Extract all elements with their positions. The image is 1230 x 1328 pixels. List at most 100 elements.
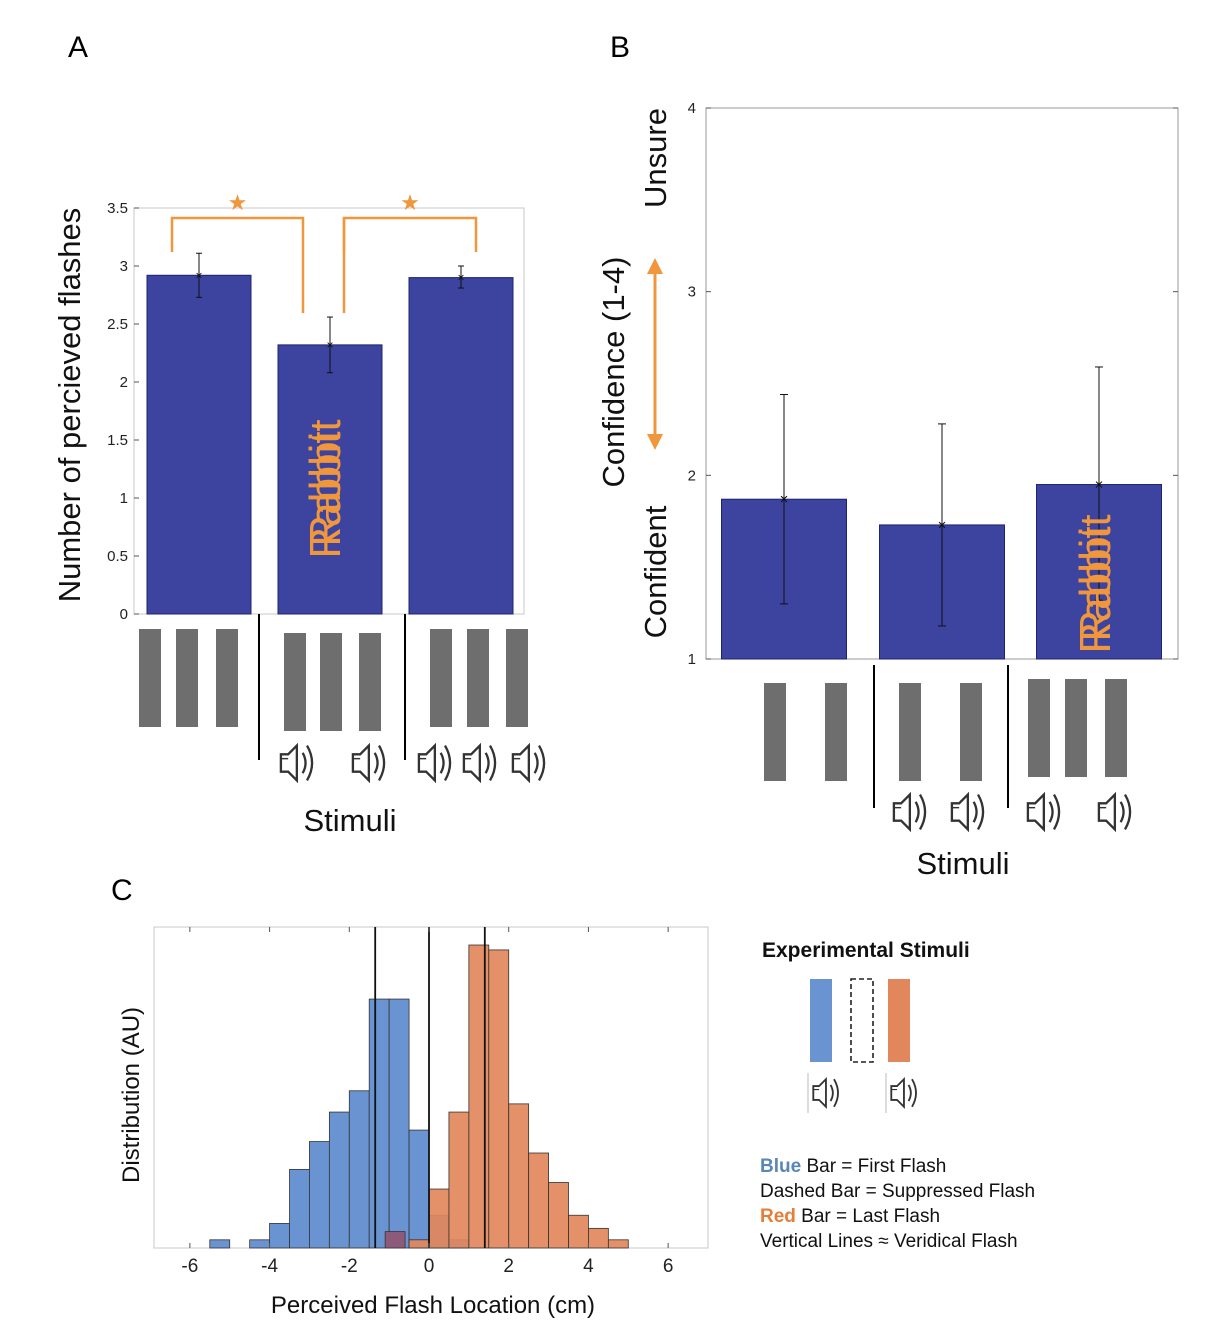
chart-c-histogram-bin — [388, 998, 410, 1249]
speaker-wave-inner — [972, 801, 978, 823]
chart-b-stimulus-flash — [1028, 679, 1050, 777]
chart-a-significance: ★ ★ — [170, 190, 478, 313]
legend-key-red: Red — [760, 1206, 796, 1227]
speaker-icon — [417, 742, 452, 784]
chart-c-veridical-lines — [374, 927, 486, 1248]
legend-speakers — [807, 1073, 917, 1113]
chart-a-significance-bracket — [170, 216, 305, 313]
speaker-wave-inner — [1048, 801, 1054, 823]
chart-b-stimulus-flash — [960, 683, 982, 781]
chart-a-y-tick-label: 0.5 — [107, 548, 128, 565]
speaker-body — [279, 742, 299, 784]
legend-text-dashed: Dashed Bar = Suppressed Flash — [760, 1181, 1035, 1202]
chart-c-histogram-bin — [607, 1239, 629, 1249]
chart-a-y-tick-label: 2.5 — [107, 316, 128, 333]
chart-a-stimulus-flash — [139, 629, 161, 727]
chart-a-x-axis-label: Stimuli — [303, 803, 396, 838]
chart-c-histogram-bin — [408, 1239, 430, 1249]
chart-c-x-ticks: -6 -4 -2 0 2 4 6 — [181, 927, 673, 1277]
speaker-body — [462, 742, 482, 784]
chart-a-bar — [408, 277, 514, 615]
speaker-wave-outer — [833, 1078, 839, 1108]
speaker-wave-inner — [439, 752, 445, 774]
legend-line-dashed: Dashed Bar = Suppressed Flash — [760, 1181, 1035, 1202]
chart-c-histogram-bin — [309, 1141, 330, 1249]
chart-b-stimulus-flash — [764, 683, 786, 781]
chart-a-stimulus-flash — [176, 629, 198, 727]
chart-c: -6 -4 -2 0 2 4 6 Distribution (AU) Perceived F… — [118, 926, 709, 1319]
confidence-arrow-down-head — [647, 434, 663, 450]
speaker-wave-inner — [373, 752, 379, 774]
chart-c-histogram-bin — [249, 1239, 270, 1249]
chart-b-stimuli-schematic — [764, 665, 1132, 833]
chart-a: 00.511.522.533.5 ××× ★ ★ Rabbit Rabbit Nu… — [52, 190, 546, 838]
chart-a-y-ticks: 0 0.5 1 1.5 2 2.5 3 3.5 — [107, 200, 139, 623]
chart-a-stimulus-flash — [506, 629, 528, 727]
speaker-body — [890, 1076, 905, 1110]
chart-c-histogram-bin — [528, 1152, 549, 1249]
chart-b-y-label-top: Unsure — [638, 108, 673, 208]
speaker-wave-outer — [377, 745, 386, 781]
confidence-arrow — [647, 258, 663, 450]
speaker-wave-outer — [976, 794, 985, 830]
chart-b-y-axis-label: Confidence (1-4) — [596, 257, 631, 488]
chart-c-histogram-bin — [468, 944, 490, 1249]
speaker-wave-inner — [907, 1084, 912, 1102]
legend-last-flash-bar — [888, 979, 910, 1062]
legend-speaker-icon — [890, 1076, 917, 1110]
chart-c-histogram-bin — [209, 1239, 231, 1249]
chart-c-histogram-bin — [568, 1214, 589, 1249]
chart-a-stimulus-flash — [216, 629, 238, 727]
chart-a-stimulus-flash — [359, 633, 381, 731]
legend-first-flash-bar — [810, 979, 832, 1062]
chart-b-error-bars: × × × — [780, 366, 1103, 627]
chart-a-stimulus-flash — [284, 633, 306, 731]
chart-b-bar-annotation: Rabbit — [1071, 526, 1120, 653]
legend-text-blue: Bar = First Flash — [801, 1156, 946, 1177]
legend-key-blue: Blue — [760, 1156, 801, 1177]
legend-line-vertical: Vertical Lines ≈ Veridical Flash — [760, 1231, 1018, 1252]
speaker-wave-outer — [918, 794, 927, 830]
chart-b-stimulus-flash — [1105, 679, 1127, 777]
chart-b-stimulus-flash — [899, 683, 921, 781]
speaker-wave-inner — [1119, 801, 1125, 823]
stimuli-legend: Experimental Stimuli Blue Bar = First Fl… — [760, 939, 1035, 1252]
speaker-wave-outer — [911, 1078, 917, 1108]
chart-c-histogram-bin — [289, 1168, 310, 1249]
speaker-icon — [950, 791, 985, 833]
speaker-icon — [462, 742, 497, 784]
chart-a-bar-annotation-overlay: Rabbit — [301, 419, 350, 546]
chart-c-x-tick-label: -4 — [261, 1256, 278, 1277]
speaker-wave-outer — [1123, 794, 1132, 830]
chart-a-stimulus-flash — [320, 633, 342, 731]
chart-c-histogram-bin — [488, 949, 510, 1249]
speaker-icon — [1097, 791, 1132, 833]
chart-c-x-tick-label: -2 — [341, 1256, 358, 1277]
speaker-wave-outer — [1052, 794, 1061, 830]
chart-a-significance-star: ★ — [400, 190, 420, 215]
speaker-wave-outer — [305, 745, 314, 781]
speaker-wave-inner — [829, 1084, 834, 1102]
chart-b-x-axis-label: Stimuli — [916, 846, 1009, 881]
chart-c-histogram-bin — [384, 1231, 406, 1249]
speaker-body — [892, 791, 912, 833]
chart-b-stimulus-flash — [1065, 679, 1087, 777]
chart-c-histogram-bin — [508, 1103, 530, 1249]
legend-title: Experimental Stimuli — [762, 939, 970, 962]
chart-a-significance-star: ★ — [228, 190, 248, 215]
speaker-body — [950, 791, 970, 833]
chart-a-significance-bracket — [342, 216, 478, 252]
chart-c-x-tick-label: 0 — [424, 1256, 435, 1277]
speaker-wave-outer — [443, 745, 452, 781]
speaker-body — [1026, 791, 1046, 833]
chart-a-y-tick-label: 3 — [120, 258, 128, 275]
chart-c-x-tick-label: -6 — [181, 1256, 198, 1277]
legend-text-vertical: Vertical Lines ≈ Veridical Flash — [760, 1231, 1018, 1252]
chart-b-y-tick-label: 3 — [688, 284, 696, 301]
chart-a-stimulus-flash — [430, 629, 452, 727]
legend-suppressed-flash-bar — [850, 978, 874, 1063]
chart-a-y-tick-label: 0 — [120, 606, 128, 623]
speaker-wave-inner — [533, 752, 539, 774]
